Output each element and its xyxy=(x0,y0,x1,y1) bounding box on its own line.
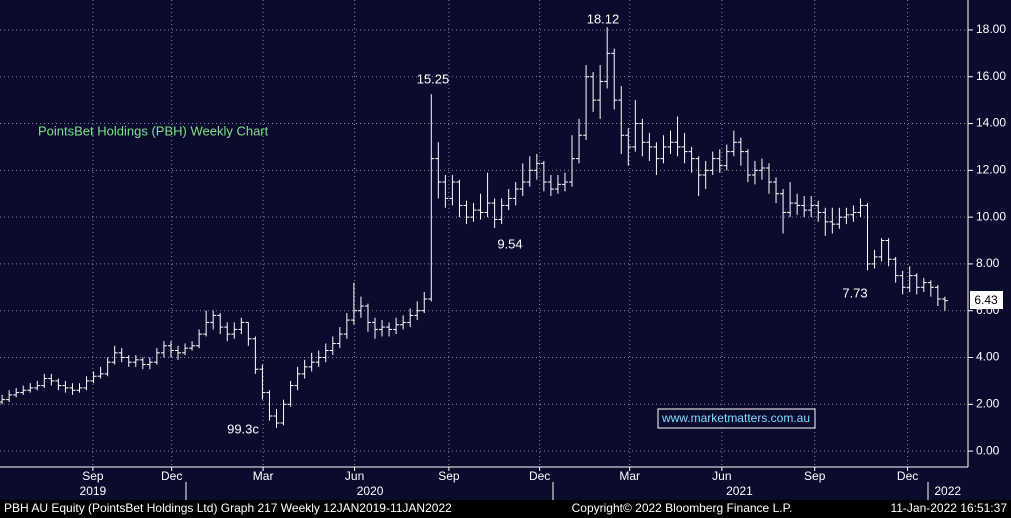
x-tick-label: Jun xyxy=(712,469,731,483)
y-tick-label: 18.00 xyxy=(976,22,1006,36)
y-tick-label: 4.00 xyxy=(976,350,1000,364)
chart-title: PointsBet Holdings (PBH) Weekly Chart xyxy=(38,123,269,138)
y-tick-label: 10.00 xyxy=(976,209,1006,223)
bars xyxy=(0,27,948,428)
y-tick-label: 16.00 xyxy=(976,69,1006,83)
y-tick-label: 12.00 xyxy=(976,163,1006,177)
source-label: www.marketmatters.com.au xyxy=(661,411,810,425)
last-price-box xyxy=(970,291,1003,309)
annotation: 99.3c xyxy=(227,421,259,436)
x-tick-label: Jun xyxy=(345,469,364,483)
annotation: 18.12 xyxy=(587,11,620,26)
year-label: 2019 xyxy=(80,484,107,498)
footer-right: 11-Jan-2022 16:51:37 xyxy=(890,501,1007,515)
x-tick-label: Mar xyxy=(253,469,274,483)
source-box xyxy=(657,408,816,429)
annotation: 9.54 xyxy=(497,236,522,251)
footer-background xyxy=(0,500,1011,518)
y-tick-label: 0.00 xyxy=(976,443,1000,457)
footer-left: PBH AU Equity (PointsBet Holdings Ltd) G… xyxy=(4,501,452,515)
year-label: 2021 xyxy=(726,484,753,498)
x-tick-label: Dec xyxy=(897,469,918,483)
year-label: 2022 xyxy=(934,484,961,498)
x-tick-label: Mar xyxy=(619,469,640,483)
annotation: 15.25 xyxy=(417,71,450,86)
plot-background xyxy=(0,0,1011,500)
x-tick-label: Sep xyxy=(804,469,826,483)
annotation: 7.73 xyxy=(842,285,867,300)
x-tick-label: Dec xyxy=(529,469,550,483)
x-tick-label: Dec xyxy=(161,469,182,483)
y-tick-label: 14.00 xyxy=(976,116,1006,130)
footer-center: Copyright© 2022 Bloomberg Finance L.P. xyxy=(572,501,793,515)
last-price-label: 6.43 xyxy=(974,293,998,307)
year-label: 2020 xyxy=(357,484,384,498)
x-tick-label: Sep xyxy=(438,469,460,483)
x-tick-label: Sep xyxy=(82,469,104,483)
grid xyxy=(0,0,968,467)
y-tick-label: 8.00 xyxy=(976,256,1000,270)
y-tick-label: 2.00 xyxy=(976,396,1000,410)
y-tick-label: 6.00 xyxy=(976,303,1000,317)
